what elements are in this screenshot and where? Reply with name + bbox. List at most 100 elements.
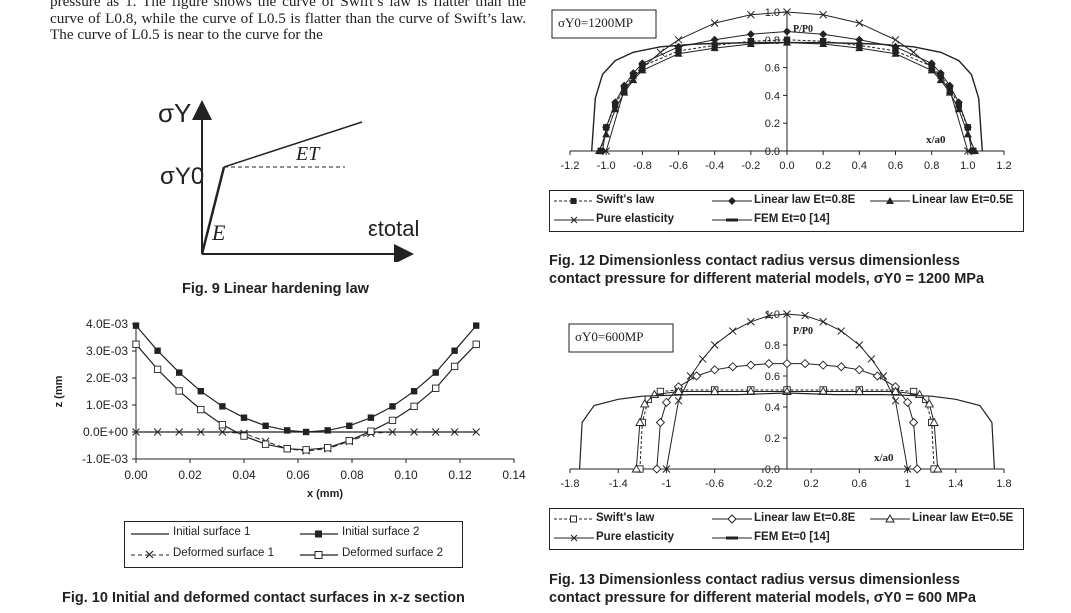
- fig12-svg-series-1-point: [710, 35, 719, 44]
- body-paragraph: pressure as 1. The figure shows the curv…: [50, 0, 526, 43]
- fig12-svg-series-2-point: [602, 130, 611, 138]
- fig10-series-3-point: [132, 340, 140, 348]
- fig13-svg-series-3-point: [686, 372, 695, 380]
- fig10-x-tick-label: 0.08: [340, 468, 364, 482]
- fig12-svg-x-tick-label: 0.0: [779, 160, 794, 172]
- fig10-y-tick-label: -1.0E-03: [82, 452, 128, 466]
- fig12-svg-series-2-point: [927, 66, 936, 74]
- fig10-series-1-point: [473, 322, 480, 329]
- fig10-series-3-point: [367, 427, 375, 435]
- fig10-series-3-point: [218, 421, 227, 429]
- fig13-svg-series-3-point: [674, 396, 683, 405]
- fig13-svg-x-tick-label: 1: [904, 478, 910, 490]
- fig13-svg-x-tick-label: -1: [662, 478, 672, 490]
- fig12-svg-x-tick-label: 0.6: [888, 160, 903, 172]
- fig13-caption-line2: contact pressure for different material …: [549, 590, 976, 606]
- fig12-svg-series-2-point: [963, 130, 972, 138]
- fig10-series-2-point: [410, 428, 418, 436]
- fig13-svg-series-4: [579, 392, 995, 470]
- fig13-svg-series-3-point: [855, 341, 864, 349]
- fig12-svg-series-3-point: [927, 63, 936, 72]
- fig12-svg-x-tick-label: -0.8: [633, 160, 652, 172]
- fig13-svg-box: [568, 323, 674, 353]
- fig13-svg-y-tick-label: 0.4: [765, 402, 780, 414]
- fig12-svg-series-2-point: [611, 105, 620, 113]
- fig12-svg-series-3-point: [674, 35, 683, 44]
- fig10-series-2-point: [175, 428, 184, 436]
- fig13-svg-y-tick-label: 0.2: [765, 433, 780, 445]
- fig12-svg-series-3-point: [909, 48, 918, 57]
- fig13-svg-series-3-point: [765, 311, 773, 320]
- fig13-svg-series-1-point: [782, 358, 792, 369]
- fig12-svg-y-tick-label: 0.6: [765, 63, 780, 75]
- fig12-svg-x-tick-label: 0.2: [816, 160, 831, 172]
- fig13-svg-x-tick-label: 1.4: [948, 478, 963, 490]
- fig12-svg-x-tick-label: 0.8: [924, 160, 939, 172]
- fig13-svg-series-3-point: [819, 317, 828, 326]
- fig13-caption-line1: Fig. 13 Dimensionless contact radius ver…: [549, 572, 960, 588]
- fig12-svg-series-2-point: [594, 147, 603, 154]
- fig13-svg-y-tick-label: 0.8: [765, 340, 780, 352]
- fig13-svg-series-1-point: [661, 397, 672, 407]
- fig13-svg-series-1-point: [764, 358, 774, 369]
- fig12-svg-series-2-point: [971, 147, 980, 154]
- fig12-svg-y-tick-label: 0.4: [765, 90, 780, 102]
- fig10-series-1-point: [197, 388, 204, 395]
- fig10-caption: Fig. 10 Initial and deformed contact sur…: [62, 590, 465, 606]
- fig13-svg-series-3-point: [710, 341, 719, 349]
- fig10-y-tick-label: 4.0E-03: [86, 317, 128, 331]
- fig12-svg-series-2-point: [891, 49, 900, 57]
- fig12-caption-line1: Fig. 12 Dimensionless contact radius ver…: [549, 253, 960, 269]
- fig10-series-1-point: [302, 428, 310, 436]
- fig10-y-tick-label: 0.0E+00: [83, 425, 128, 439]
- fig12-legend-linear05: Linear law Et=0.5E: [912, 194, 1014, 206]
- fig10-series-3-point: [175, 387, 183, 395]
- fig13-svg-y-label: P/P0: [793, 326, 813, 337]
- fig10-series-1-point: [367, 414, 375, 421]
- fig13-svg-series-3-point: [891, 396, 900, 405]
- fig12-svg-series-2-point: [954, 105, 963, 113]
- fig10-legend-deformed-1: Deformed surface 1: [173, 547, 274, 559]
- fig13-svg-series-3-point: [783, 310, 791, 318]
- fig12-legend: Swift's law Linear law Et=0.8E Linear la…: [549, 190, 1024, 232]
- fig13-svg-x-label: x/a0: [874, 452, 894, 464]
- fig10-series-2-point: [472, 428, 481, 436]
- fig10-y-tick-label: 3.0E-03: [86, 344, 128, 358]
- fig10-x-tick-label: 0.04: [232, 468, 256, 482]
- fig10-series-3-point: [324, 444, 332, 452]
- fig12-svg-x-tick-label: 0.4: [852, 160, 867, 172]
- fig12-svg-series-3-point: [746, 10, 755, 19]
- fig13-svg-series-1-point: [710, 365, 720, 375]
- fig12-svg-series-3-point: [855, 19, 864, 27]
- fig13-svg-series-1-point: [652, 464, 662, 474]
- fig13-svg-series-1-point: [902, 397, 913, 407]
- fig10-series-3-point: [345, 436, 353, 445]
- fig10-x-tick-label: 0.00: [124, 468, 148, 482]
- fig12-legend-fem: FEM Et=0 [14]: [754, 213, 830, 225]
- fig10-y-tick-label: 2.0E-03: [86, 371, 128, 385]
- fig12-svg-series-1-point: [855, 35, 864, 44]
- fig12-svg-x-label: x/a0: [926, 134, 946, 146]
- fig10-series-1-point: [240, 414, 248, 421]
- fig12-svg-series-3-point: [783, 8, 791, 16]
- fig10-legend-deformed-2: Deformed surface 2: [342, 547, 443, 559]
- fig13-svg-x-tick-label: 1.8: [996, 478, 1011, 490]
- fig13-svg-series-1-point: [836, 362, 846, 372]
- fig9-label-sigma-y0: σY0: [160, 163, 204, 190]
- fig12-chart: -1.2 -1.0 -0.8 -0.6 -0.4 -0.2 0.0 0.2 0.4 0.6 0.8 1…: [551, 7, 1012, 172]
- fig13-svg-series-3-point: [698, 355, 707, 363]
- fig10-series-2-point: [431, 428, 440, 436]
- fig13-legend-swift: Swift's law: [596, 512, 655, 524]
- fig10-series-1-point: [451, 347, 458, 354]
- fig10-series-1-point: [410, 388, 418, 395]
- fig10-x-tick-label: 0.12: [448, 468, 472, 482]
- fig10-series-3-point: [432, 384, 440, 392]
- fig9-label-et: ET: [295, 143, 321, 165]
- fig9-hardening-line: [223, 121, 363, 168]
- fig12-svg-x-tick-label: -1.0: [597, 160, 616, 172]
- fig13-svg-series-1-point: [908, 417, 919, 428]
- fig10-chart: 0.00 0.02 0.04 0.06 0.08 0.10 0.12 0.14 -1.0E-03…: [53, 317, 526, 500]
- fig10-x-tick-label: 0.02: [178, 468, 202, 482]
- fig13-svg-series-2-point: [929, 417, 939, 426]
- fig13-svg-series-1-point: [655, 417, 666, 428]
